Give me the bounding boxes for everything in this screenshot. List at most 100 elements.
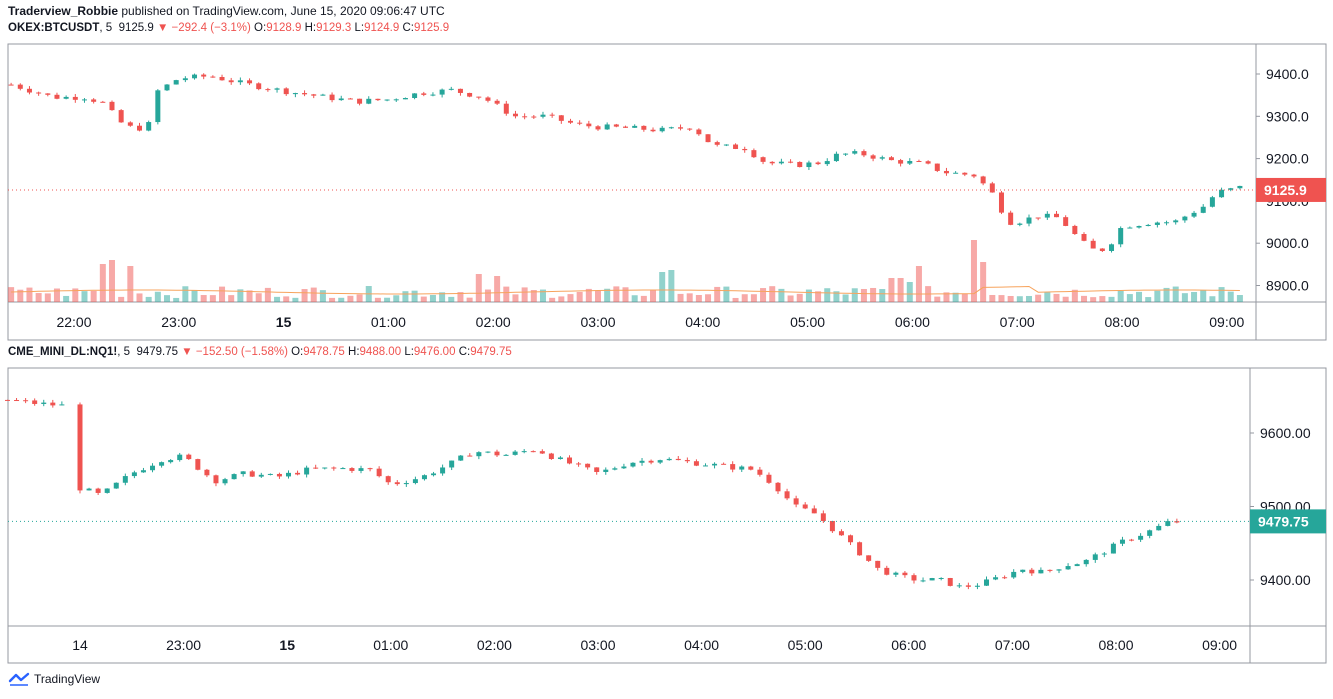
candle-body — [17, 84, 23, 89]
candle-body — [742, 148, 748, 151]
candle-body — [1228, 188, 1234, 190]
last-price-badge — [1250, 509, 1326, 534]
volume-bar — [906, 282, 913, 302]
volume-bar — [1236, 295, 1243, 302]
x-tick-label: 08:00 — [1104, 314, 1139, 330]
publisher-author[interactable]: Traderview_Robbie — [8, 4, 119, 18]
candle-body — [733, 144, 739, 149]
candle-body — [1035, 217, 1041, 219]
btc-symbol[interactable]: OKEX:BTCUSDT — [8, 22, 100, 34]
candle-body — [54, 94, 60, 99]
candle-body — [604, 124, 610, 130]
candle-body — [820, 513, 826, 521]
candle-body — [974, 585, 980, 587]
candle-body — [1145, 224, 1151, 227]
candle-body — [59, 404, 65, 406]
volume-bar — [640, 295, 647, 302]
candle-body — [100, 101, 106, 103]
candle-body — [907, 161, 913, 164]
volume-bar — [209, 295, 216, 302]
volume-bar — [961, 293, 968, 302]
x-tick-label: 07:00 — [995, 637, 1030, 653]
candle-body — [788, 161, 794, 163]
candle-body — [1044, 213, 1050, 218]
candle-body — [448, 88, 454, 90]
volume-bar — [90, 290, 97, 302]
candle-body — [852, 151, 858, 154]
candle-body — [276, 473, 282, 477]
x-tick-label: 01:00 — [373, 637, 408, 653]
volume-bar — [1136, 291, 1143, 302]
candle-body — [1008, 212, 1014, 225]
candle-body — [192, 74, 198, 79]
x-tick-label: 15 — [279, 637, 295, 653]
candle-body — [476, 452, 482, 457]
y-tick-label: 9200.0 — [1266, 151, 1309, 167]
candle-body — [577, 122, 583, 124]
down-arrow-icon: ▼ — [156, 22, 169, 34]
candle-body — [766, 474, 772, 483]
btc-open: 9128.9 — [266, 22, 302, 34]
candle-body — [641, 125, 647, 130]
volume-bar — [17, 289, 24, 302]
candle-body — [155, 90, 161, 123]
candle-body — [648, 460, 654, 463]
btc-close: 9125.9 — [413, 22, 450, 34]
volume-bar — [164, 295, 171, 302]
candle-body — [639, 460, 645, 463]
volume-bar — [173, 297, 180, 302]
candle-body — [1011, 571, 1017, 578]
volume-bar — [1126, 294, 1133, 302]
volume-bar — [292, 297, 299, 302]
candle-body — [870, 155, 876, 159]
candle-body — [585, 463, 591, 468]
btc-change: −292.4 — [171, 22, 208, 34]
candle-body — [650, 129, 656, 132]
candle-body — [1017, 223, 1023, 225]
volume-bar — [200, 295, 207, 302]
volume-bar — [1200, 290, 1207, 302]
volume-bar — [851, 288, 858, 302]
volume-bar — [1172, 286, 1179, 302]
volume-bar — [714, 286, 721, 302]
candle-body — [8, 84, 14, 86]
btc-change-pct: (−3.1%) — [210, 22, 251, 34]
candle-body — [668, 127, 674, 129]
candle-body — [898, 160, 904, 164]
candle-body — [693, 461, 699, 466]
candle-body — [595, 126, 601, 130]
candle-body — [1101, 553, 1107, 555]
volume-bar — [1145, 297, 1152, 302]
candle-body — [137, 125, 142, 131]
volume-bar — [934, 296, 941, 302]
candle-body — [884, 567, 890, 575]
volume-bar — [576, 291, 583, 302]
candle-body — [77, 404, 83, 491]
candle-body — [122, 476, 128, 483]
candle-body — [1074, 564, 1080, 567]
candle-body — [512, 113, 518, 117]
candle-body — [1118, 228, 1124, 245]
volume-bar — [989, 294, 996, 302]
candle-body — [1038, 569, 1044, 574]
candle-body — [485, 451, 491, 453]
volume-bar — [72, 288, 79, 302]
candle-body — [1219, 189, 1225, 198]
candle-body — [920, 580, 926, 582]
footer-brand[interactable]: TradingView — [34, 672, 101, 686]
candle-body — [666, 458, 672, 461]
btc-legend: OKEX:BTCUSDT, 5 9125.9 ▼ −292.4 (−3.1%) … — [8, 22, 450, 34]
candles — [8, 73, 1243, 253]
pane-frame — [7, 367, 1327, 664]
volume-bar — [980, 262, 987, 302]
candle-body — [687, 128, 693, 130]
nq-interval: 5 — [123, 346, 131, 358]
tradingview-logo-icon — [8, 672, 30, 686]
candle-body — [576, 463, 582, 465]
candle-body — [934, 163, 940, 171]
y-tick-label: 9400.00 — [1260, 572, 1311, 588]
candle-body — [376, 468, 382, 477]
volume-bar — [63, 295, 70, 302]
nq-symbol[interactable]: CME_MINI_DL:NQ1! — [8, 346, 118, 358]
